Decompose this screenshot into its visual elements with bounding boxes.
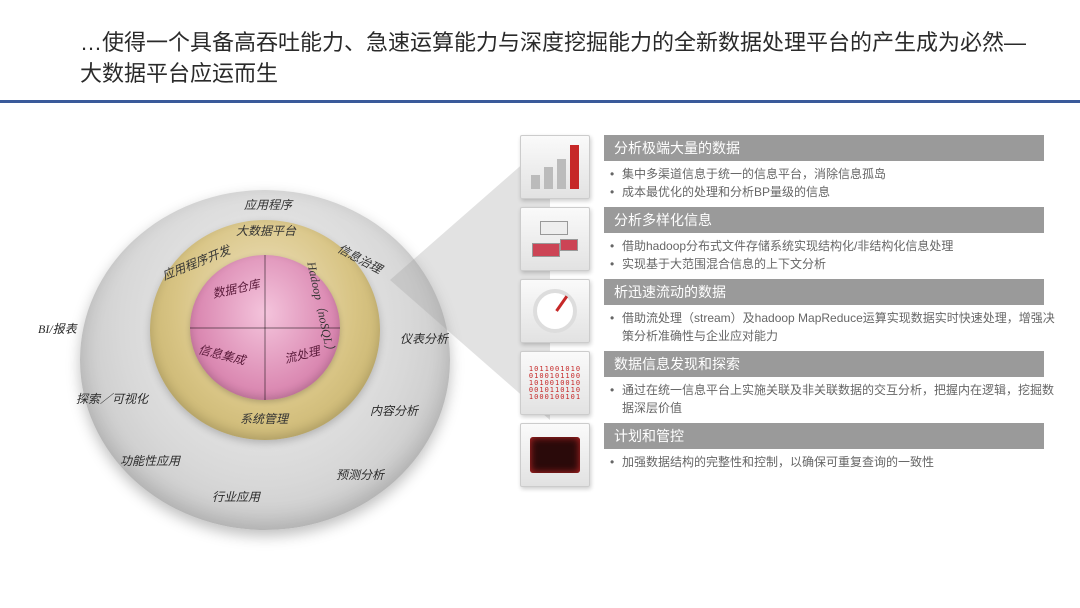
boxes-icon: [520, 207, 590, 271]
feature-item: 分析多样化信息 借助hadoop分布式文件存储系统实现结构化/非结构化信息处理 …: [520, 207, 1060, 273]
outer-label: 探索／可视化: [76, 390, 148, 407]
item-title: 析迅速流动的数据: [604, 279, 1044, 305]
item-bullet: 成本最优化的处理和分析BP量级的信息: [604, 183, 1060, 201]
binary-matrix-icon: 1011001010 0100101100 1010010010 0010110…: [520, 351, 590, 415]
item-bullet: 通过在统一信息平台上实施关联及非关联数据的交互分析，把握内在逻辑，挖掘数据深层价…: [604, 381, 1060, 417]
items-column: 分析极端大量的数据 集中多渠道信息于统一的信息平台，消除信息孤岛 成本最优化的处…: [520, 135, 1060, 493]
ring-label: 系统管理: [240, 410, 288, 427]
gauge-icon: [520, 279, 590, 343]
item-title: 计划和管控: [604, 423, 1044, 449]
ring-label: 应用程序: [244, 196, 292, 213]
feature-item: 1011001010 0100101100 1010010010 0010110…: [520, 351, 1060, 417]
feature-item: 分析极端大量的数据 集中多渠道信息于统一的信息平台，消除信息孤岛 成本最优化的处…: [520, 135, 1060, 201]
feature-item: 析迅速流动的数据 借助流处理（stream）及hadoop MapReduce运…: [520, 279, 1060, 345]
item-bullet: 实现基于大范围混合信息的上下文分析: [604, 255, 1060, 273]
outer-label: BI/报表: [38, 320, 77, 337]
item-title: 分析多样化信息: [604, 207, 1044, 233]
item-bullet: 加强数据结构的完整性和控制，以确保可重复查询的一致性: [604, 453, 1060, 471]
feature-item: 计划和管控 加强数据结构的完整性和控制，以确保可重复查询的一致性: [520, 423, 1060, 487]
bar-chart-icon: [520, 135, 590, 199]
item-title: 分析极端大量的数据: [604, 135, 1044, 161]
item-title: 数据信息发现和探索: [604, 351, 1044, 377]
item-bullet: 借助hadoop分布式文件存储系统实现结构化/非结构化信息处理: [604, 237, 1060, 255]
divider: [0, 100, 1080, 103]
screen-icon: [520, 423, 590, 487]
page-title: …使得一个具备高吞吐能力、急速运算能力与深度挖掘能力的全新数据处理平台的产生成为…: [80, 28, 1040, 90]
item-bullet: 借助流处理（stream）及hadoop MapReduce运算实现数据实时快速…: [604, 309, 1060, 345]
item-bullet: 集中多渠道信息于统一的信息平台，消除信息孤岛: [604, 165, 1060, 183]
ring-label: 大数据平台: [236, 222, 296, 239]
outer-label: 预测分析: [336, 466, 384, 483]
outer-label: 功能性应用: [120, 452, 180, 469]
outer-label: 行业应用: [212, 488, 260, 505]
